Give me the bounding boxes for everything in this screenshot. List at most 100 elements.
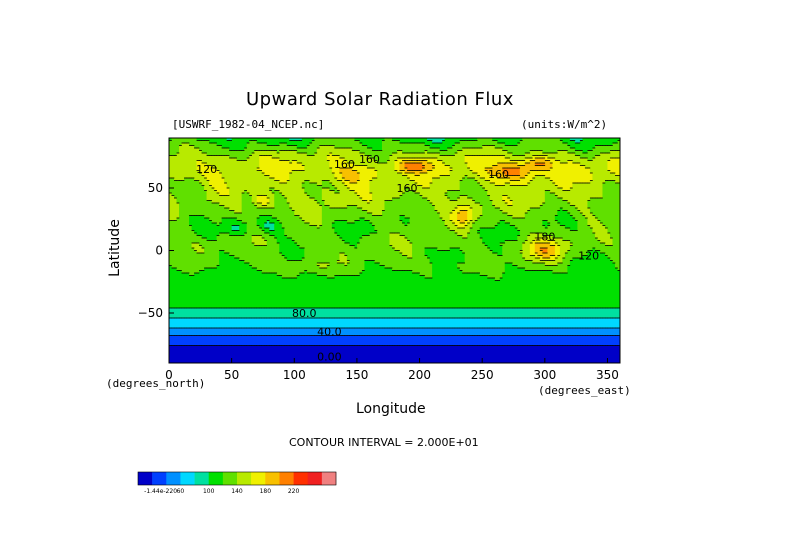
contour-segment (239, 160, 242, 161)
field-cell (356, 180, 370, 184)
contour-segment (552, 345, 556, 346)
field-cell (457, 198, 473, 201)
contour-segment (437, 147, 440, 149)
field-cell (266, 195, 275, 199)
field-cell (339, 253, 345, 256)
field-cell (249, 263, 318, 266)
field-cell (169, 353, 620, 356)
contour-segment (384, 345, 388, 346)
contour-segment (514, 227, 518, 229)
field-cell (349, 243, 358, 246)
contour-segment (534, 175, 538, 176)
field-cell (326, 275, 335, 279)
contour-segment (609, 317, 613, 319)
contour-segment (517, 165, 521, 166)
contour-segment (402, 170, 405, 171)
contour-segment (494, 335, 498, 336)
contour-segment (579, 307, 583, 309)
contour-segment (221, 345, 225, 346)
contour-segment (607, 327, 611, 329)
contour-segment (542, 165, 546, 166)
contour-segment (409, 180, 413, 181)
contour-segment (259, 335, 263, 336)
field-cell (517, 228, 571, 231)
contour-segment (226, 195, 230, 196)
contour-segment (457, 335, 460, 336)
contour-segment (394, 250, 398, 251)
contour-segment (557, 197, 561, 199)
contour-segment (524, 270, 528, 271)
contour-segment (617, 335, 620, 336)
contour-segment (449, 147, 453, 149)
contour-segment (316, 275, 320, 276)
field-cell (539, 248, 548, 251)
contour-segment (547, 265, 551, 266)
contour-segment (559, 197, 563, 199)
contour-segment (429, 327, 433, 329)
field-cell (402, 253, 413, 256)
field-cell (179, 145, 195, 149)
contour-segment (419, 160, 423, 161)
contour-segment (487, 335, 491, 336)
field-cell (389, 240, 410, 244)
contour-segment (259, 227, 263, 229)
contour-segment (499, 277, 503, 279)
field-cell (547, 155, 581, 159)
contour-segment (529, 157, 533, 159)
contour-segment (359, 307, 363, 309)
contour-segment (589, 227, 593, 229)
field-cell (589, 170, 611, 174)
contour-segment (407, 222, 410, 224)
field-cell (399, 218, 410, 221)
contour-segment (331, 307, 335, 309)
contour-segment (349, 345, 353, 346)
contour-segment (316, 345, 320, 346)
field-cell (439, 175, 466, 179)
contour-segment (256, 235, 260, 236)
field-cell (284, 255, 305, 259)
contour-segment (447, 317, 450, 319)
x-ticks: 0 50 100 150 200 250 300 350 (165, 358, 619, 382)
contour-segment (562, 162, 566, 164)
contour-segment (286, 307, 290, 309)
contour-segment (171, 345, 175, 346)
contour-segment (519, 250, 523, 251)
contour-segment (311, 155, 315, 156)
contour-segment (259, 170, 263, 171)
y-unit-label: (degrees_north) (106, 377, 206, 390)
contour-segment (554, 237, 558, 239)
field-cell (464, 258, 526, 261)
contour-segment (216, 155, 220, 156)
contour-segment (472, 177, 475, 179)
field-cell (564, 255, 583, 259)
contour-segment (341, 157, 345, 159)
contour-segment (369, 147, 373, 149)
contour-segment (379, 162, 383, 164)
contour-segment (266, 307, 270, 309)
contour-segment (359, 207, 363, 209)
field-cell (487, 275, 503, 279)
contour-segment (219, 307, 222, 309)
contour-segment (527, 235, 531, 236)
contour-segment (346, 275, 350, 276)
contour-segment (499, 147, 503, 149)
contour-segment (394, 335, 398, 336)
contour-segment (199, 270, 202, 271)
contour-segment (484, 307, 488, 309)
contour-segment (216, 192, 220, 194)
contour-segment (211, 240, 215, 241)
contour-segment (346, 242, 350, 244)
contour-segment (284, 257, 288, 259)
contour-segment (527, 162, 531, 164)
contour-segment (369, 200, 373, 201)
contour-segment (529, 180, 533, 181)
contour-segment (529, 255, 533, 256)
contour-segment (562, 225, 566, 226)
contour-segment (614, 150, 618, 151)
contour-segment (569, 152, 573, 154)
contour-segment (527, 317, 531, 319)
field-cell (179, 203, 220, 206)
field-cell (334, 230, 378, 234)
field-cell (226, 183, 303, 186)
contour-segment (419, 335, 423, 336)
